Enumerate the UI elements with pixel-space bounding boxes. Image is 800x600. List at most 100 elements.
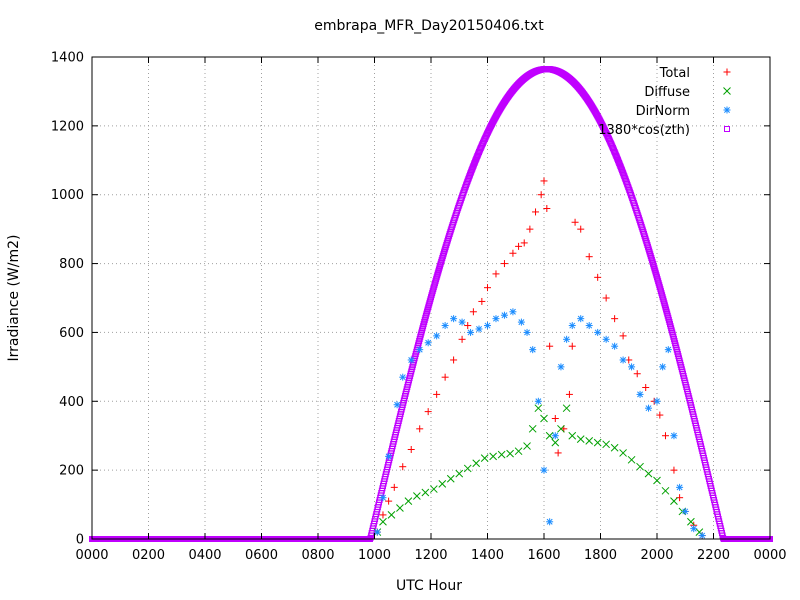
curve-point xyxy=(654,274,660,281)
data-point xyxy=(619,332,627,340)
data-point xyxy=(577,315,585,323)
data-point xyxy=(594,328,602,336)
curve-point xyxy=(656,282,663,289)
curve-point xyxy=(431,282,438,289)
curve-point xyxy=(442,245,449,252)
curve-point xyxy=(439,253,446,260)
data-point xyxy=(464,322,472,330)
y-axis-label: Irradiance (W/m2) xyxy=(6,235,22,362)
x-tick-label: 0600 xyxy=(245,548,278,563)
data-point xyxy=(611,342,619,350)
curve-point xyxy=(439,255,446,262)
data-point xyxy=(611,315,619,323)
data-point xyxy=(385,497,393,505)
series-star xyxy=(373,308,706,540)
data-point xyxy=(540,466,548,474)
curve-point xyxy=(433,276,440,283)
y-tick-label: 600 xyxy=(59,326,84,341)
data-point xyxy=(545,431,554,440)
data-point xyxy=(636,462,644,471)
curve-point xyxy=(434,272,441,279)
data-point xyxy=(429,485,438,493)
data-point xyxy=(568,322,576,330)
curve-point xyxy=(645,245,652,252)
curve-point xyxy=(654,276,661,283)
grid xyxy=(92,57,770,539)
curve-point xyxy=(647,253,654,260)
data-point xyxy=(664,346,672,354)
legend-marker xyxy=(723,106,731,114)
x-tick-label: 1400 xyxy=(471,548,504,563)
curve-point xyxy=(438,256,445,263)
data-point xyxy=(407,356,415,364)
curve-point xyxy=(653,272,660,279)
curve-point xyxy=(440,249,447,256)
curve-point xyxy=(651,264,658,271)
data-point xyxy=(458,318,466,326)
curve-point xyxy=(433,274,440,281)
data-point xyxy=(385,452,393,460)
legend-label: DirNorm xyxy=(636,104,690,119)
data-point xyxy=(554,449,562,457)
legend-marker xyxy=(723,87,731,95)
data-point xyxy=(526,225,534,233)
data-point xyxy=(500,311,508,319)
curve-point xyxy=(652,270,659,277)
data-point xyxy=(551,415,559,422)
y-tick-label: 0 xyxy=(76,533,84,548)
data-point xyxy=(441,373,449,381)
data-point xyxy=(698,532,706,540)
x-tick-label: 0000 xyxy=(753,548,786,563)
data-point xyxy=(551,432,559,440)
data-point xyxy=(537,191,545,199)
data-point xyxy=(540,414,548,423)
data-point xyxy=(529,346,537,354)
curve-point xyxy=(441,247,448,254)
curve-point xyxy=(430,286,437,293)
data-point xyxy=(489,452,498,461)
curve-point xyxy=(648,255,655,262)
data-point xyxy=(659,363,667,371)
legend-marker xyxy=(724,126,730,132)
legend-marker xyxy=(723,68,731,76)
data-point xyxy=(472,459,481,468)
curve-point xyxy=(648,256,655,263)
curve-point xyxy=(431,280,438,287)
data-point xyxy=(463,464,472,473)
y-tick-label: 1400 xyxy=(51,51,84,66)
curve-point xyxy=(435,268,442,275)
data-point xyxy=(517,318,525,326)
data-point xyxy=(438,480,447,488)
data-point xyxy=(602,294,610,302)
y-tick-label: 1200 xyxy=(51,119,84,134)
data-point xyxy=(585,253,593,261)
data-point xyxy=(523,442,531,450)
series-plus xyxy=(373,177,706,540)
data-point xyxy=(399,463,407,471)
y-tick-label: 200 xyxy=(59,464,84,479)
data-point xyxy=(433,390,441,398)
x-axis-label: UTC Hour xyxy=(396,578,462,594)
x-tick-label: 1000 xyxy=(358,548,391,563)
data-point xyxy=(506,449,514,458)
data-point xyxy=(433,332,441,340)
data-point xyxy=(379,511,387,519)
data-point xyxy=(441,322,449,330)
x-tick-label: 1200 xyxy=(414,548,447,563)
curve-point xyxy=(643,240,650,247)
y-tick-label: 800 xyxy=(59,257,84,272)
data-point xyxy=(661,432,669,440)
data-point xyxy=(404,497,413,505)
data-point xyxy=(585,322,593,330)
data-point xyxy=(534,404,543,413)
data-point xyxy=(407,445,415,453)
data-point xyxy=(514,447,523,456)
data-point xyxy=(568,431,577,440)
data-point xyxy=(450,356,458,364)
data-point xyxy=(687,517,695,526)
data-point xyxy=(546,342,554,350)
data-point xyxy=(563,335,571,343)
curve-point xyxy=(644,243,651,250)
data-point xyxy=(619,449,627,457)
data-point xyxy=(520,239,528,247)
